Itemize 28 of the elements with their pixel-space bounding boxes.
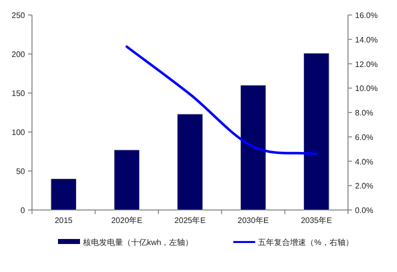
y2-tick-label: 16.0% — [355, 11, 378, 20]
x-tick-label: 2030年E — [238, 216, 269, 225]
y-tick-label: 200 — [12, 50, 26, 59]
y-tick-label: 150 — [12, 89, 26, 98]
y2-tick-label: 10.0% — [355, 84, 378, 94]
y2-tick-label: 8.0% — [355, 108, 374, 118]
line-series — [126, 45, 318, 156]
x-tick-label: 2015 — [54, 216, 74, 225]
legend-label: 五年复合增速（%，右轴） — [258, 238, 354, 247]
y-tick-label: 50 — [16, 167, 26, 176]
y2-tick-label: 6.0% — [355, 132, 374, 142]
bar — [50, 178, 76, 210]
y2-tick-label: 4.0% — [355, 157, 374, 166]
y2-tick-label: 12.0% — [355, 60, 378, 69]
y-tick-label: 250 — [12, 11, 26, 20]
bar — [177, 114, 203, 210]
bar — [240, 84, 266, 210]
y2-tick-label: 14.0% — [355, 35, 378, 44]
y-tick-label: 100 — [12, 128, 26, 137]
x-tick-label: 2035年E — [300, 216, 332, 225]
y-tick-label: 0 — [20, 206, 26, 215]
bar — [114, 150, 140, 210]
bar — [304, 52, 330, 210]
legend-label: 核电发电量（十亿kwh，左轴） — [82, 238, 194, 247]
y2-tick-label: 2.0% — [355, 182, 374, 191]
y2-tick-label: 0.0% — [355, 206, 374, 215]
x-tick-label: 2025年E — [174, 216, 206, 225]
x-tick-label: 2020年E — [111, 216, 142, 225]
